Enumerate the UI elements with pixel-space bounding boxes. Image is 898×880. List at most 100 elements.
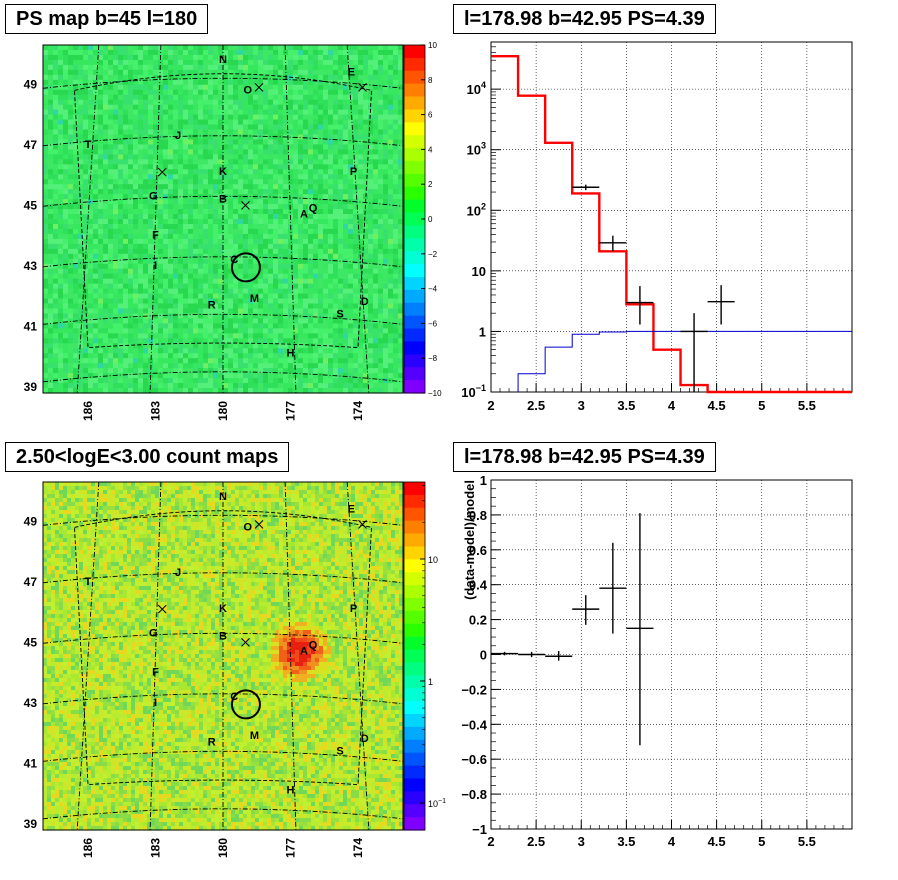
source-label: P [350, 166, 357, 178]
source-label: B [219, 630, 227, 642]
spectrum-x-tick-label: 4.5 [708, 398, 726, 413]
source-label: S [336, 745, 343, 757]
source-label: R [208, 736, 216, 748]
source-label: Q [309, 639, 318, 651]
source-label: G [149, 627, 158, 639]
data-point [572, 185, 599, 191]
map-y-tick-label: 43 [24, 259, 38, 273]
source-label: K [219, 603, 227, 615]
colorbar-tick-label: −2 [428, 250, 438, 259]
spectrum-x-tick-label: 4 [668, 398, 676, 413]
map-y-tick-label: 43 [24, 696, 38, 710]
source-label: J [175, 567, 181, 579]
source-label: R [208, 299, 216, 311]
residual-grid [491, 480, 852, 829]
source-label: P [350, 603, 357, 615]
residual-y-tick-label: −0.6 [461, 752, 487, 767]
spectrum-y-tick-label: 1 [479, 324, 486, 339]
source-label: E [348, 503, 355, 515]
residual-y-tick-label: 0 [480, 648, 487, 663]
source-label: M [250, 730, 259, 742]
map-x-tick-label: 177 [284, 838, 298, 858]
colorbar-tick-label: 2 [428, 180, 433, 189]
colorbar-tick-label: −8 [428, 354, 438, 363]
source-label: T [85, 576, 92, 588]
map-x-tick-label: 180 [216, 838, 230, 858]
spectrum-y-tick-label: 10−1 [461, 383, 486, 400]
residual-title: l=178.98 b=42.95 PS=4.39 [453, 442, 716, 472]
residual-x-tick-label: 2 [487, 834, 494, 849]
data-point [681, 313, 708, 392]
source-label: K [219, 166, 227, 178]
source-label: B [219, 193, 227, 205]
map-x-tick-label: 186 [81, 838, 95, 858]
source-label: G [149, 190, 158, 202]
map-y-tick-label: 39 [24, 817, 38, 831]
residual-x-tick-label: 2.5 [527, 834, 545, 849]
colorbar-tick-label: 0 [428, 215, 433, 224]
residual-x-tick-label: 4.5 [708, 834, 726, 849]
model-component-step-line [518, 331, 852, 392]
residual-point [518, 652, 545, 657]
source-label: N [219, 491, 227, 503]
colorbar-tick-label: 6 [428, 111, 433, 120]
residual-x-tick-label: 5 [758, 834, 765, 849]
spectrum-x-tick-label: 3 [578, 398, 585, 413]
colorbar-tick-label: −6 [428, 319, 438, 328]
residual-x-tick-label: 5.5 [798, 834, 816, 849]
map-y-tick-label: 49 [24, 77, 38, 91]
source-label: Q [309, 202, 318, 214]
residual-x-tick-label: 4 [668, 834, 676, 849]
source-label: N [219, 54, 227, 66]
colorbar-tick-label: 4 [428, 145, 433, 154]
map-y-tick-label: 49 [24, 514, 38, 528]
source-label: D [361, 296, 369, 308]
map-x-tick-label: 180 [216, 401, 230, 421]
spectrum-title: l=178.98 b=42.95 PS=4.39 [453, 4, 716, 34]
source-label: F [152, 230, 159, 242]
map-y-tick-label: 39 [24, 380, 38, 394]
data-point [599, 236, 626, 252]
residual-x-tick-label: 3.5 [617, 834, 635, 849]
source-label: E [348, 66, 355, 78]
map-y-tick-label: 45 [24, 198, 38, 212]
data-point [708, 285, 735, 324]
residual-y-tick-label: 0.2 [469, 613, 487, 628]
source-label: O [243, 84, 252, 96]
colorbar-tick-label: −4 [428, 285, 438, 294]
colorbar-tick-label: 10 [428, 555, 438, 565]
colorbar-tick-label: 1 [428, 677, 433, 687]
spectrum-x-tick-label: 3.5 [617, 398, 635, 413]
source-label: O [243, 521, 252, 533]
source-label: H [287, 785, 295, 797]
residual-y-tick-label: 1 [480, 473, 487, 488]
residual-point [626, 513, 653, 745]
source-label: J [175, 130, 181, 142]
residual-y-tick-label: −0.4 [461, 717, 487, 732]
colorbar-tick-label: 10 [428, 41, 437, 50]
source-label: I [154, 697, 157, 709]
map-x-tick-label: 174 [351, 838, 365, 858]
colorbar-tick-label: 8 [428, 76, 433, 85]
residual-y-axis-label: (data-model)/model [462, 480, 477, 600]
source-label: D [361, 733, 369, 745]
colorbar-tick-label: 10−1 [428, 798, 446, 809]
count-map-title: 2.50<logE<3.00 count maps [5, 442, 289, 472]
map-y-tick-label: 45 [24, 635, 38, 649]
map-y-tick-label: 47 [24, 138, 38, 152]
source-label: A [300, 208, 308, 220]
model-total-step-line [491, 56, 852, 392]
residual-x-tick-label: 3 [578, 834, 585, 849]
residual-y-tick-label: −1 [472, 822, 487, 837]
source-label: F [152, 667, 159, 679]
map-x-tick-label: 183 [149, 838, 163, 858]
source-label: S [336, 308, 343, 320]
map-x-tick-label: 174 [351, 401, 365, 421]
map-y-tick-label: 47 [24, 575, 38, 589]
